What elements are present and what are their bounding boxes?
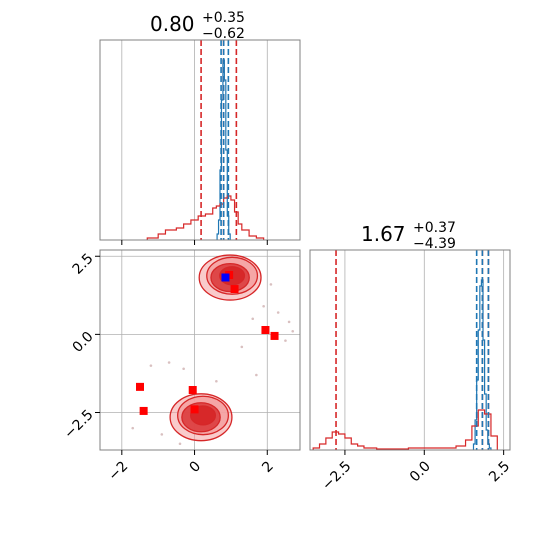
- panel-title-minus: −0.62: [202, 26, 245, 42]
- panel-title-value: 1.67: [361, 222, 406, 246]
- marker-point: [190, 405, 199, 414]
- panel-title-value: 0.80: [150, 12, 195, 36]
- x-axis-ticks: −2.5 0.0 2.5: [319, 450, 513, 494]
- plot-frame: [99, 249, 301, 451]
- faint-sample-point: [182, 367, 185, 371]
- plot-frame: [309, 249, 511, 451]
- x-tick-label: −2.5: [319, 458, 354, 493]
- x-tick-label: 0.0: [407, 458, 434, 485]
- x-axis-ticks: [121, 240, 268, 245]
- marker-point: [139, 406, 148, 415]
- y-tick-label: 0.0: [70, 329, 97, 356]
- faint-sample-point: [276, 311, 280, 314]
- faint-sample-point: [167, 361, 171, 364]
- plot-background: [100, 40, 300, 240]
- panel-histogram-top: 0.80 +0.35 −0.62: [99, 10, 301, 245]
- faint-samples: [131, 283, 295, 446]
- faint-sample-point: [178, 442, 182, 446]
- marker-point: [261, 326, 270, 334]
- faint-sample-point: [251, 317, 255, 321]
- plot-background: [310, 250, 510, 450]
- faint-sample-point: [255, 373, 258, 377]
- faint-sample-point: [160, 433, 164, 436]
- faint-sample-point: [269, 283, 273, 286]
- quantile-lines: [200, 40, 238, 240]
- grid: [344, 250, 505, 450]
- y-tick-label: −2.5: [61, 407, 96, 442]
- faint-sample-point: [240, 345, 244, 349]
- x-tick-label: 2.5: [486, 458, 513, 485]
- faint-sample-point: [149, 364, 153, 367]
- faint-sample-point: [284, 339, 287, 342]
- grid: [121, 40, 268, 240]
- y-tick-label: 2.5: [70, 251, 97, 278]
- x-tick-label: 2: [259, 458, 277, 476]
- plot-frame: [99, 39, 301, 241]
- panel-histogram-bottom: −2.5 0.0 2.5 1.67 +0.37 −4.39: [309, 220, 513, 494]
- histogram-series-secondary: [146, 195, 265, 240]
- panel-title-minus: −4.39: [413, 236, 456, 252]
- faint-sample-point: [291, 329, 295, 333]
- marker-point-primary: [221, 273, 230, 282]
- x-tick-label: 0: [187, 458, 205, 476]
- panel-title-plus: +0.37: [413, 220, 456, 236]
- faint-sample-point: [262, 304, 265, 308]
- panel-contour: −2 0 2 −2.5 0.0 2.5: [61, 249, 301, 484]
- marker-point: [136, 382, 144, 391]
- panel-title-plus: +0.35: [202, 10, 245, 26]
- faint-sample-point: [215, 379, 218, 383]
- x-tick-label: −2: [106, 458, 132, 484]
- histogram-series-secondary: [312, 409, 498, 450]
- marker-points: [136, 271, 279, 415]
- faint-sample-point: [287, 320, 291, 324]
- marker-point: [188, 386, 197, 394]
- marker-point: [270, 331, 279, 340]
- density-contours: [169, 254, 262, 442]
- faint-sample-point: [131, 426, 135, 430]
- quantile-lines: [335, 250, 490, 450]
- marker-point: [230, 285, 239, 294]
